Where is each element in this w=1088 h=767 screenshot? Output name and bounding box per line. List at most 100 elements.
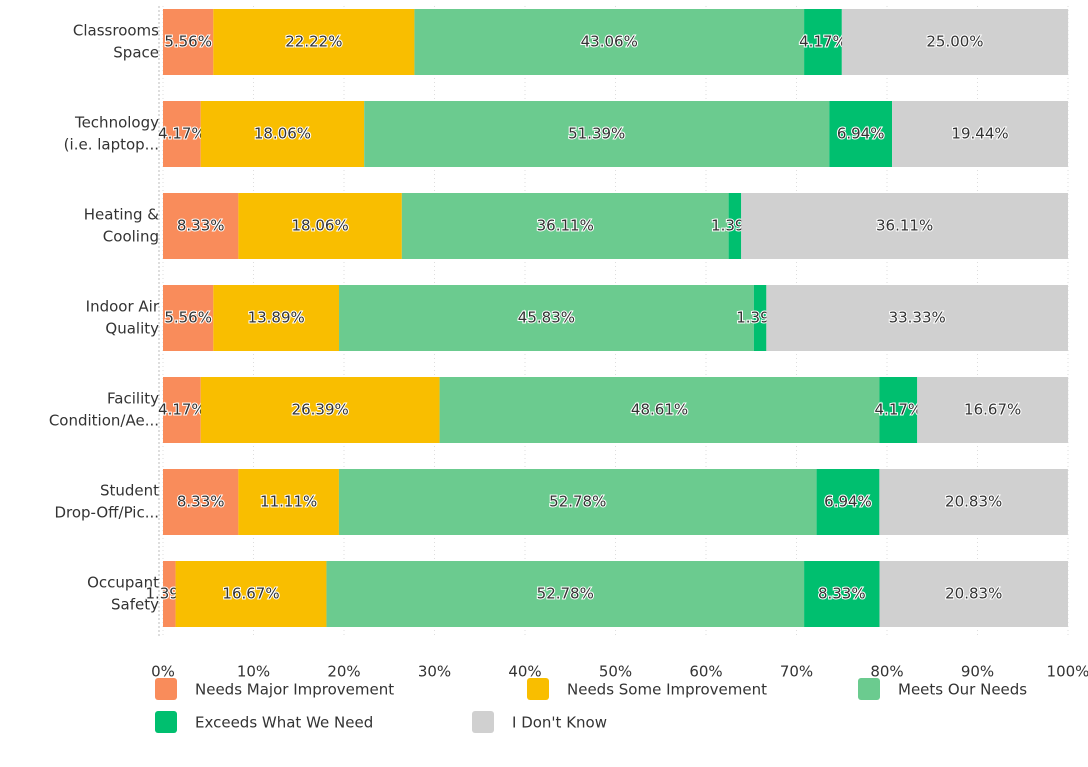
data-label: 5.56% [164,309,212,327]
x-tick-label: 50% [599,663,632,681]
category-label: Technology [74,114,159,132]
x-tick-label: 40% [508,663,541,681]
bar-segment [728,193,742,259]
bar-segment [163,101,201,167]
x-tick-label: 20% [327,663,360,681]
data-label: 36.11% [537,217,594,235]
data-label: 11.11% [260,493,317,511]
bar-segment [741,193,1068,259]
data-label: 18.06% [254,125,311,143]
x-tick-label: 90% [961,663,994,681]
data-label: 20.83% [945,585,1002,603]
x-tick-label: 30% [418,663,451,681]
data-label: 45.83% [518,309,575,327]
legend-swatch [527,678,549,700]
category-label: Student [100,482,159,500]
x-tick-label: 100% [1047,663,1088,681]
data-label: 20.83% [945,493,1002,511]
category-label: (i.e. laptop... [64,136,159,154]
data-label: 36.11% [876,217,933,235]
data-label: 5.56% [164,33,212,51]
bar-segment [163,561,176,627]
bar-segment [163,9,214,75]
x-tick-label: 10% [237,663,270,681]
bar-segment [163,469,239,535]
category-label: Quality [105,320,159,338]
bar-segment [879,469,1068,535]
category-label: Occupant [87,574,159,592]
data-label: 6.94% [837,125,885,143]
data-label: 52.78% [549,493,606,511]
bar-segment [200,101,365,167]
bar-segment [892,101,1068,167]
bar-segment [213,285,340,351]
data-label: 4.17% [158,125,206,143]
bar-segment [816,469,880,535]
legend-label: Meets Our Needs [898,681,1027,699]
data-label: 4.17% [875,401,923,419]
bar-segment [163,377,201,443]
data-label: 52.78% [537,585,594,603]
data-label: 25.00% [926,33,983,51]
category-label: Condition/Ae... [49,412,159,430]
bar-segment [238,193,402,259]
data-label: 33.33% [889,309,946,327]
data-label: 48.61% [631,401,688,419]
bar-segment [753,285,767,351]
legend-swatch [155,678,177,700]
data-label: 16.67% [964,401,1021,419]
data-label: 6.94% [824,493,872,511]
bar-segment [200,377,440,443]
bar-segment [841,9,1069,75]
category-label: Drop-Off/Pic... [54,504,159,522]
x-tick-label: 0% [151,663,175,681]
category-label: Indoor Air [86,298,160,316]
data-label: 13.89% [248,309,305,327]
category-label: Heating & [84,206,160,224]
category-label: Safety [111,596,159,614]
category-label: Classrooms [73,22,159,40]
data-label: 22.22% [285,33,342,51]
bar-segment [163,285,214,351]
data-label: 8.33% [177,493,225,511]
bar-segment [339,285,754,351]
data-label: 43.06% [581,33,638,51]
bar-segment [917,377,1069,443]
bar-segment [439,377,880,443]
bar-segment [338,469,817,535]
data-label: 8.33% [177,217,225,235]
bar-segment [766,285,1068,351]
category-label: Space [113,44,159,62]
bar-segment [401,193,729,259]
legend-label: I Don't Know [512,714,607,732]
bar-segment [829,101,893,167]
bar-segment [364,101,830,167]
legend-label: Needs Some Improvement [567,681,767,699]
bar-segment [213,9,415,75]
data-label: 18.06% [292,217,349,235]
data-label: 19.44% [951,125,1008,143]
data-label: 4.17% [158,401,206,419]
category-label: Facility [107,390,159,408]
bar-segment [879,377,918,443]
bar-segment [414,9,805,75]
data-label: 4.17% [799,33,847,51]
data-label: 8.33% [818,585,866,603]
legend-swatch [155,711,177,733]
legend-swatch [472,711,494,733]
bar-segment [879,561,1068,627]
x-tick-label: 70% [780,663,813,681]
data-label: 26.39% [292,401,349,419]
x-tick-label: 80% [870,663,903,681]
bar-segment [238,469,339,535]
x-tick-label: 60% [689,663,722,681]
bar-segment [163,193,239,259]
legend-swatch [858,678,880,700]
bar-segment [175,561,327,627]
legend-label: Exceeds What We Need [195,714,373,732]
bar-segment [326,561,805,627]
bar-segment [804,9,842,75]
category-label: Cooling [103,228,159,246]
bar-segment [804,561,880,627]
